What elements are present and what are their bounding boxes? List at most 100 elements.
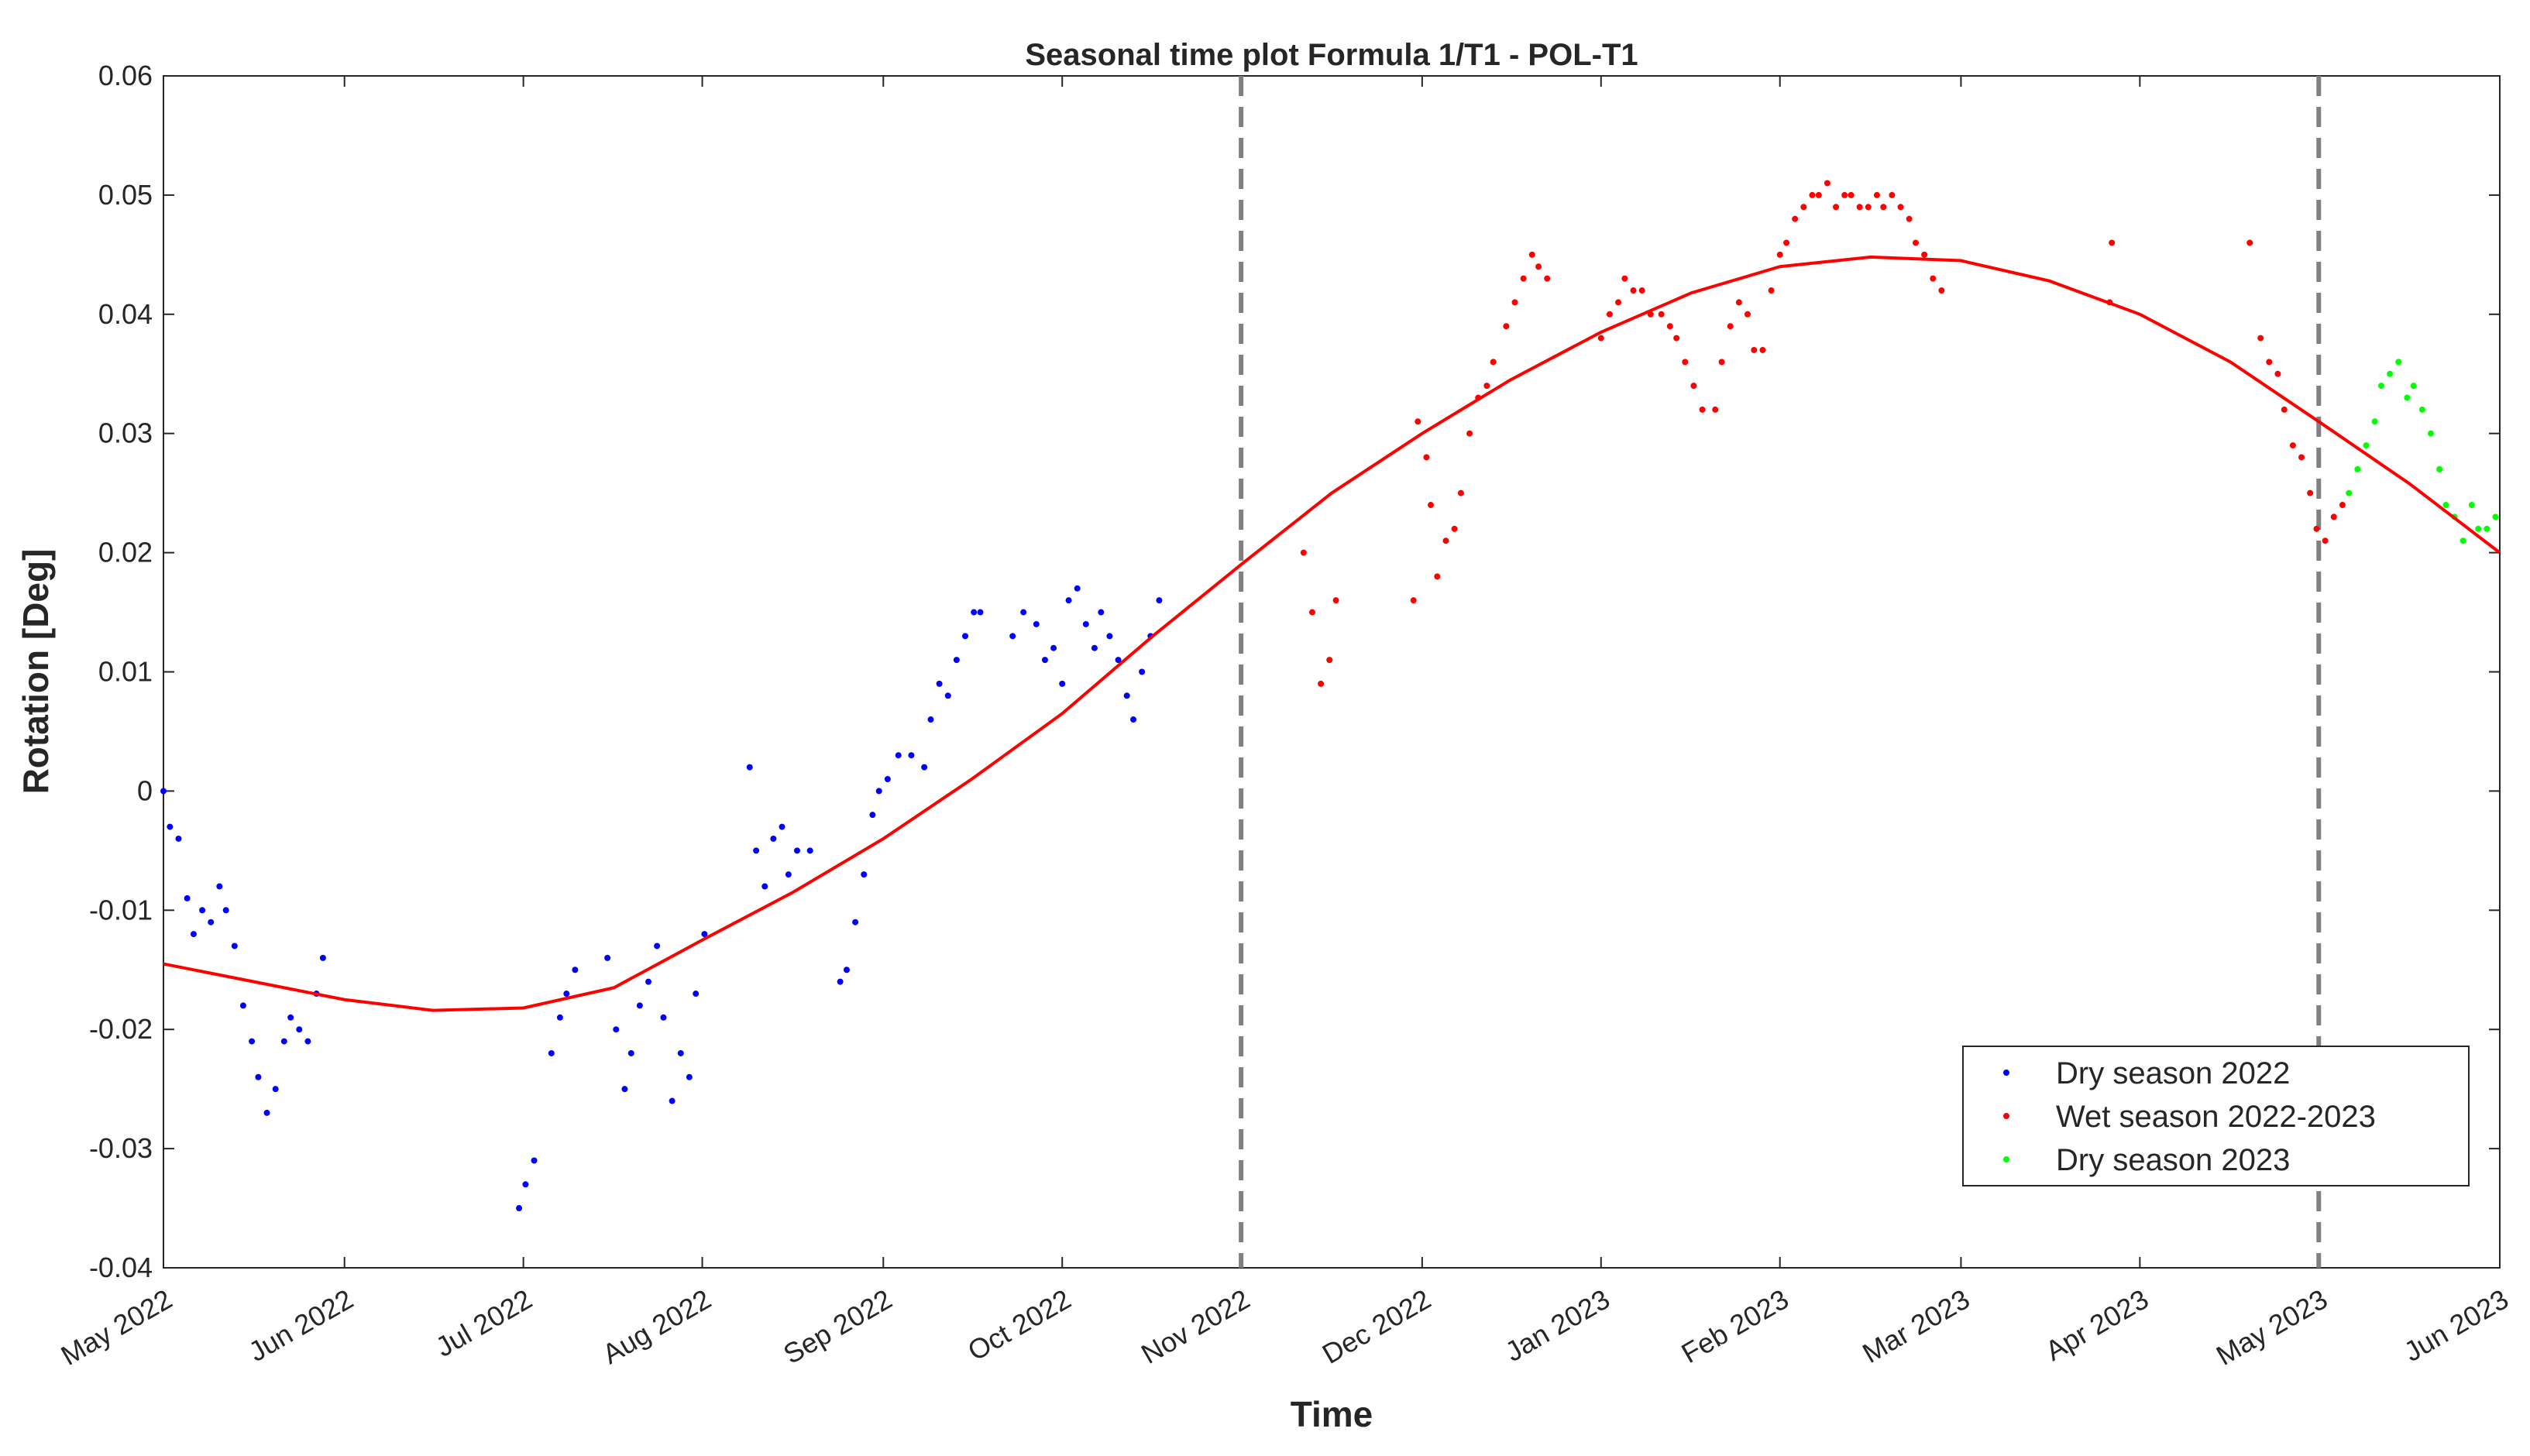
data-point	[548, 1049, 555, 1056]
data-point	[1130, 716, 1137, 723]
y-tick-label: 0.01	[98, 656, 153, 688]
data-point	[2339, 502, 2346, 509]
data-point	[1483, 383, 1490, 390]
data-point	[779, 823, 785, 830]
data-point	[604, 954, 611, 961]
data-point	[2274, 370, 2281, 377]
data-point	[1535, 263, 1542, 270]
data-point	[1776, 251, 1783, 258]
x-tick-label: May 2023	[2211, 1283, 2332, 1372]
data-point	[2257, 335, 2264, 342]
data-point	[875, 788, 882, 795]
y-tick-label: 0.02	[98, 537, 153, 568]
data-point	[1809, 191, 1816, 198]
data-point	[1332, 597, 1339, 604]
data-point	[2387, 370, 2394, 377]
x-tick-label: Mar 2023	[1857, 1283, 1975, 1369]
y-tick-label: 0.05	[98, 179, 153, 211]
data-point	[1938, 287, 1945, 294]
data-point	[861, 871, 868, 878]
data-point	[1880, 204, 1887, 211]
data-point	[2346, 489, 2353, 496]
data-point	[304, 1038, 311, 1045]
data-point	[1065, 597, 1072, 604]
data-point	[2298, 454, 2305, 461]
data-point	[927, 716, 934, 723]
data-point	[1020, 609, 1027, 616]
x-tick-label: Nov 2022	[1136, 1283, 1255, 1370]
data-point	[1123, 692, 1130, 699]
y-axis-label: Rotation [Deg]	[15, 549, 56, 795]
data-point	[669, 1097, 675, 1104]
data-point	[1300, 549, 1307, 556]
x-tick-label: Oct 2022	[962, 1283, 1076, 1367]
data-point	[2313, 525, 2320, 532]
data-point	[2246, 239, 2253, 246]
y-tick-label: 0.06	[98, 60, 153, 91]
data-point	[222, 907, 229, 914]
data-point	[516, 1205, 523, 1212]
data-point	[175, 835, 182, 842]
data-point	[272, 1086, 279, 1093]
data-point	[1682, 359, 1689, 366]
data-point	[190, 931, 197, 938]
legend-marker	[2003, 1070, 2009, 1076]
data-point	[636, 1002, 643, 1009]
data-point	[1699, 406, 1706, 413]
data-point	[2475, 525, 2482, 532]
y-tick-label: -0.02	[89, 1013, 153, 1045]
data-point	[1442, 537, 1449, 544]
data-point	[1744, 311, 1751, 318]
data-point	[645, 978, 652, 985]
data-point	[2418, 406, 2425, 413]
data-point	[1427, 502, 1434, 509]
data-point	[1318, 680, 1325, 687]
legend-label: Wet season 2022-2023	[2056, 1100, 2376, 1134]
data-point	[1833, 204, 1840, 211]
data-point	[2330, 513, 2337, 520]
data-point	[2377, 383, 2384, 390]
data-point	[1848, 191, 1855, 198]
data-point	[167, 823, 174, 830]
data-point	[1326, 657, 1333, 664]
data-point	[1074, 585, 1081, 592]
data-point	[1415, 418, 1421, 425]
data-point	[239, 1002, 246, 1009]
data-point	[287, 1014, 294, 1021]
x-tick-label: Jun 2022	[243, 1283, 359, 1368]
data-point	[793, 847, 800, 854]
data-point	[1759, 346, 1766, 353]
data-point	[660, 1014, 667, 1021]
data-point	[1434, 573, 1441, 580]
data-point	[1673, 335, 1680, 342]
data-point	[2266, 359, 2273, 366]
data-point	[1520, 275, 1527, 282]
y-tick-label: 0.04	[98, 298, 153, 330]
data-point	[785, 871, 792, 878]
data-point	[1597, 335, 1604, 342]
data-point	[770, 835, 777, 842]
data-point	[1050, 644, 1057, 651]
data-point	[1528, 251, 1535, 258]
data-point	[1139, 668, 1146, 675]
data-point	[319, 954, 326, 961]
data-point	[806, 847, 813, 854]
y-tick-label: 0.03	[98, 417, 153, 449]
data-point	[884, 776, 891, 783]
data-point	[2395, 359, 2402, 366]
data-point	[1308, 609, 1315, 616]
fit-line	[163, 255, 2501, 1012]
data-point	[1009, 633, 1016, 640]
data-point	[1156, 597, 1163, 604]
data-point	[936, 680, 943, 687]
y-tick-label: -0.03	[89, 1132, 153, 1164]
data-point	[1423, 454, 1430, 461]
data-point	[686, 1073, 693, 1080]
data-point	[944, 692, 951, 699]
data-point	[2281, 406, 2288, 413]
data-point	[613, 1026, 620, 1033]
x-tick-label: Jun 2023	[2398, 1283, 2514, 1368]
x-tick-label: Feb 2023	[1676, 1283, 1793, 1369]
data-point	[1897, 204, 1904, 211]
data-point	[208, 919, 215, 925]
